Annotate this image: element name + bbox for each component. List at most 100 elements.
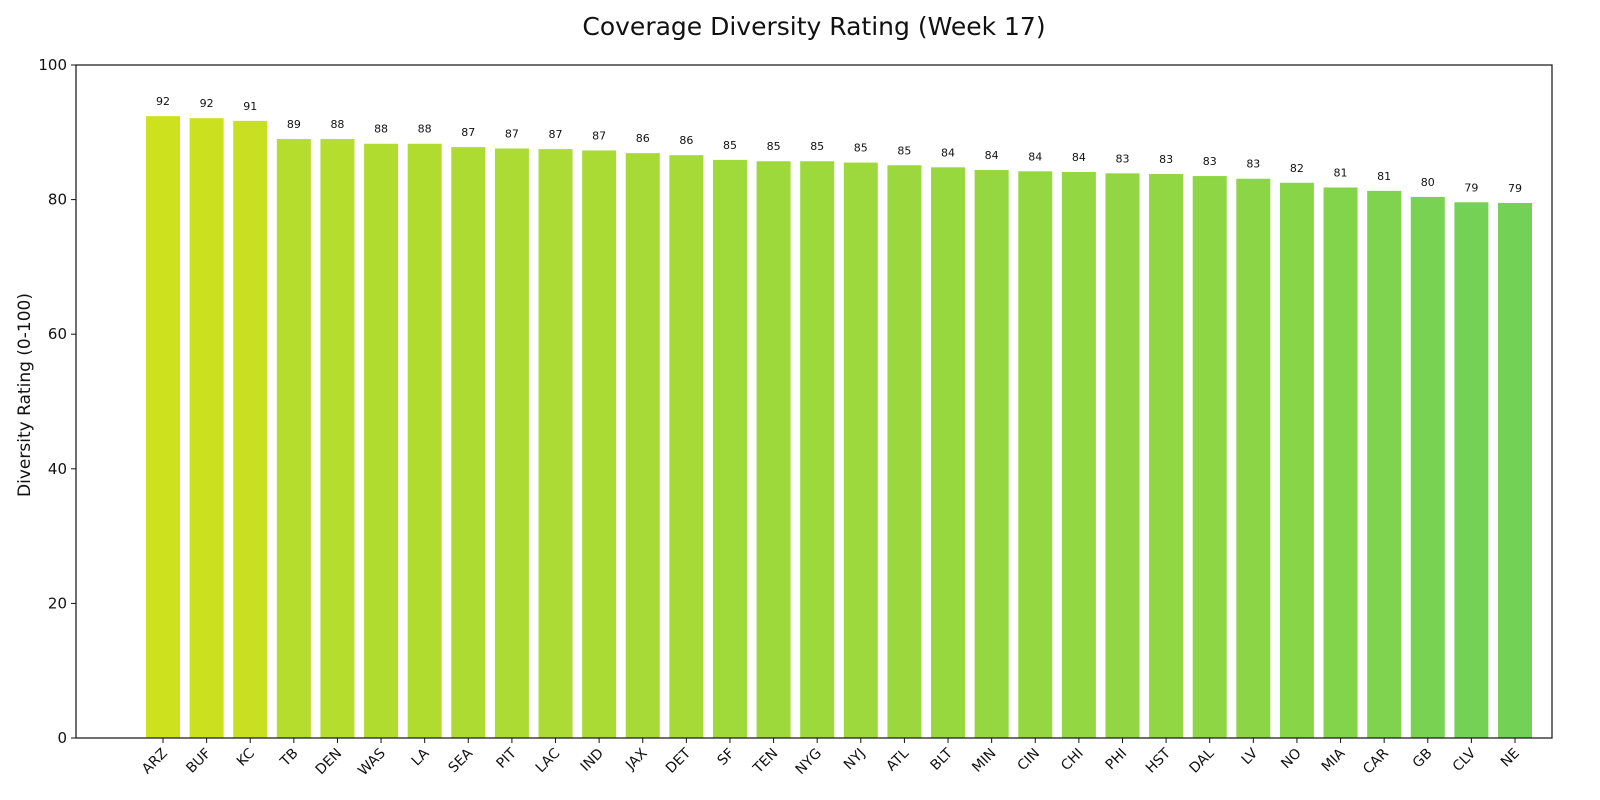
- bar-den: [320, 139, 355, 738]
- value-label-sea: 87: [461, 126, 475, 139]
- bar-min: [974, 169, 1009, 738]
- value-label-tb: 89: [287, 118, 301, 131]
- bar-blt: [931, 167, 966, 738]
- value-label-ind: 87: [592, 129, 606, 142]
- bar-cin: [1018, 171, 1053, 739]
- y-tick-label-0: 0: [57, 729, 67, 747]
- x-tick-label-ind: IND: [578, 746, 607, 775]
- bar-car: [1367, 190, 1402, 738]
- bar-lv: [1236, 178, 1271, 738]
- x-tick-label-jax: JAX: [622, 745, 651, 774]
- x-tick-label-dal: DAL: [1186, 745, 1217, 776]
- bar-no: [1279, 182, 1314, 738]
- bar-ne: [1498, 202, 1532, 739]
- x-tick-label-sea: SEA: [445, 745, 476, 776]
- x-tick-label-nyg: NYG: [793, 746, 825, 778]
- chart-title: Coverage Diversity Rating (Week 17): [582, 12, 1045, 41]
- bar-nyj: [843, 162, 878, 738]
- x-tick-label-buf: BUF: [183, 746, 214, 777]
- value-label-kc: 91: [243, 100, 257, 113]
- value-label-dal: 83: [1203, 155, 1217, 168]
- value-label-ten: 85: [767, 140, 781, 153]
- value-label-phi: 83: [1115, 152, 1129, 165]
- value-label-lv: 83: [1246, 158, 1260, 171]
- bar-hst: [1149, 174, 1184, 738]
- bar-jax: [625, 153, 660, 739]
- x-tick-label-cin: CIN: [1015, 746, 1044, 775]
- x-tick-label-blt: BLT: [928, 745, 957, 774]
- value-label-la: 88: [418, 123, 432, 136]
- x-tick-label-car: CAR: [1360, 745, 1392, 777]
- value-label-lac: 87: [549, 128, 563, 141]
- x-tick-label-lv: LV: [1239, 745, 1262, 768]
- x-tick-label-was: WAS: [355, 745, 389, 779]
- value-label-cin: 84: [1028, 150, 1042, 163]
- bar-la: [407, 143, 442, 739]
- value-label-no: 82: [1290, 162, 1304, 175]
- value-label-gb: 80: [1421, 176, 1435, 189]
- x-tick-label-sf: SF: [714, 746, 737, 769]
- value-label-chi: 84: [1072, 151, 1086, 164]
- bars-group: [146, 116, 1532, 739]
- bar-det: [669, 155, 704, 738]
- value-label-den: 88: [330, 118, 344, 131]
- x-tick-label-la: LA: [409, 745, 433, 769]
- value-label-mia: 81: [1334, 166, 1348, 179]
- x-axis: ARZ BUF KC TB DEN WAS LA SEA PIT LAC IND JAX DET SF TE…: [139, 738, 1523, 779]
- y-axis-label: Diversity Rating (0-100): [15, 293, 35, 497]
- y-tick-label-60: 60: [48, 325, 67, 343]
- x-tick-label-lac: LAC: [533, 745, 564, 776]
- x-tick-label-clv: CLV: [1450, 745, 1480, 775]
- y-tick-label-40: 40: [48, 460, 67, 478]
- x-tick-label-no: NO: [1278, 746, 1305, 773]
- bar-tb: [276, 139, 311, 738]
- y-tick-label-100: 100: [38, 56, 67, 74]
- value-label-sf: 85: [723, 139, 737, 152]
- x-tick-label-arz: ARZ: [139, 746, 171, 778]
- value-label-jax: 86: [636, 132, 650, 145]
- x-tick-label-gb: GB: [1410, 746, 1436, 772]
- value-label-min: 84: [985, 149, 999, 162]
- x-tick-label-chi: CHI: [1058, 746, 1087, 775]
- bar-was: [364, 143, 399, 739]
- x-tick-label-min: MIN: [969, 746, 999, 776]
- bar-dal: [1192, 176, 1227, 739]
- value-label-hst: 83: [1159, 153, 1173, 166]
- value-label-clv: 79: [1464, 181, 1478, 194]
- x-tick-label-kc: KC: [234, 745, 258, 769]
- x-tick-label-ne: NE: [1498, 746, 1523, 771]
- y-tick-label-80: 80: [48, 191, 67, 209]
- value-label-ne: 79: [1508, 182, 1522, 195]
- x-tick-label-ten: TEN: [750, 746, 782, 778]
- y-tick-label-20: 20: [48, 594, 67, 612]
- value-label-arz: 92: [156, 95, 170, 108]
- value-label-buf: 92: [200, 97, 214, 110]
- x-tick-label-pit: PIT: [493, 745, 520, 772]
- bar-arz: [146, 116, 180, 738]
- value-labels-group: 92 92 91 89 88 88 88 87 87 87 87 86 86 85 85 85 85 85 84 84…: [156, 95, 1522, 195]
- plot-frame: [75, 64, 1553, 739]
- value-label-atl: 85: [897, 144, 911, 157]
- x-tick-label-hst: HST: [1143, 745, 1174, 776]
- bar-nyg: [800, 161, 835, 738]
- x-tick-label-atl: ATL: [883, 745, 912, 774]
- bar-chi: [1061, 172, 1096, 738]
- value-label-nyg: 85: [810, 140, 824, 153]
- bar-mia: [1323, 187, 1358, 739]
- bar-pit: [494, 148, 529, 738]
- bar-clv: [1454, 202, 1489, 739]
- x-tick-label-nyj: NYJ: [841, 746, 869, 774]
- value-label-car: 81: [1377, 170, 1391, 183]
- bar-sf: [712, 159, 747, 738]
- value-label-det: 86: [679, 134, 693, 147]
- bar-kc: [233, 120, 268, 738]
- bar-buf: [189, 118, 224, 739]
- value-label-nyj: 85: [854, 142, 868, 155]
- x-tick-label-det: DET: [663, 745, 695, 777]
- bar-phi: [1105, 173, 1140, 738]
- bar-ten: [756, 161, 791, 738]
- y-axis: 0 20 40 60 80 100: [38, 56, 76, 747]
- value-label-was: 88: [374, 123, 388, 136]
